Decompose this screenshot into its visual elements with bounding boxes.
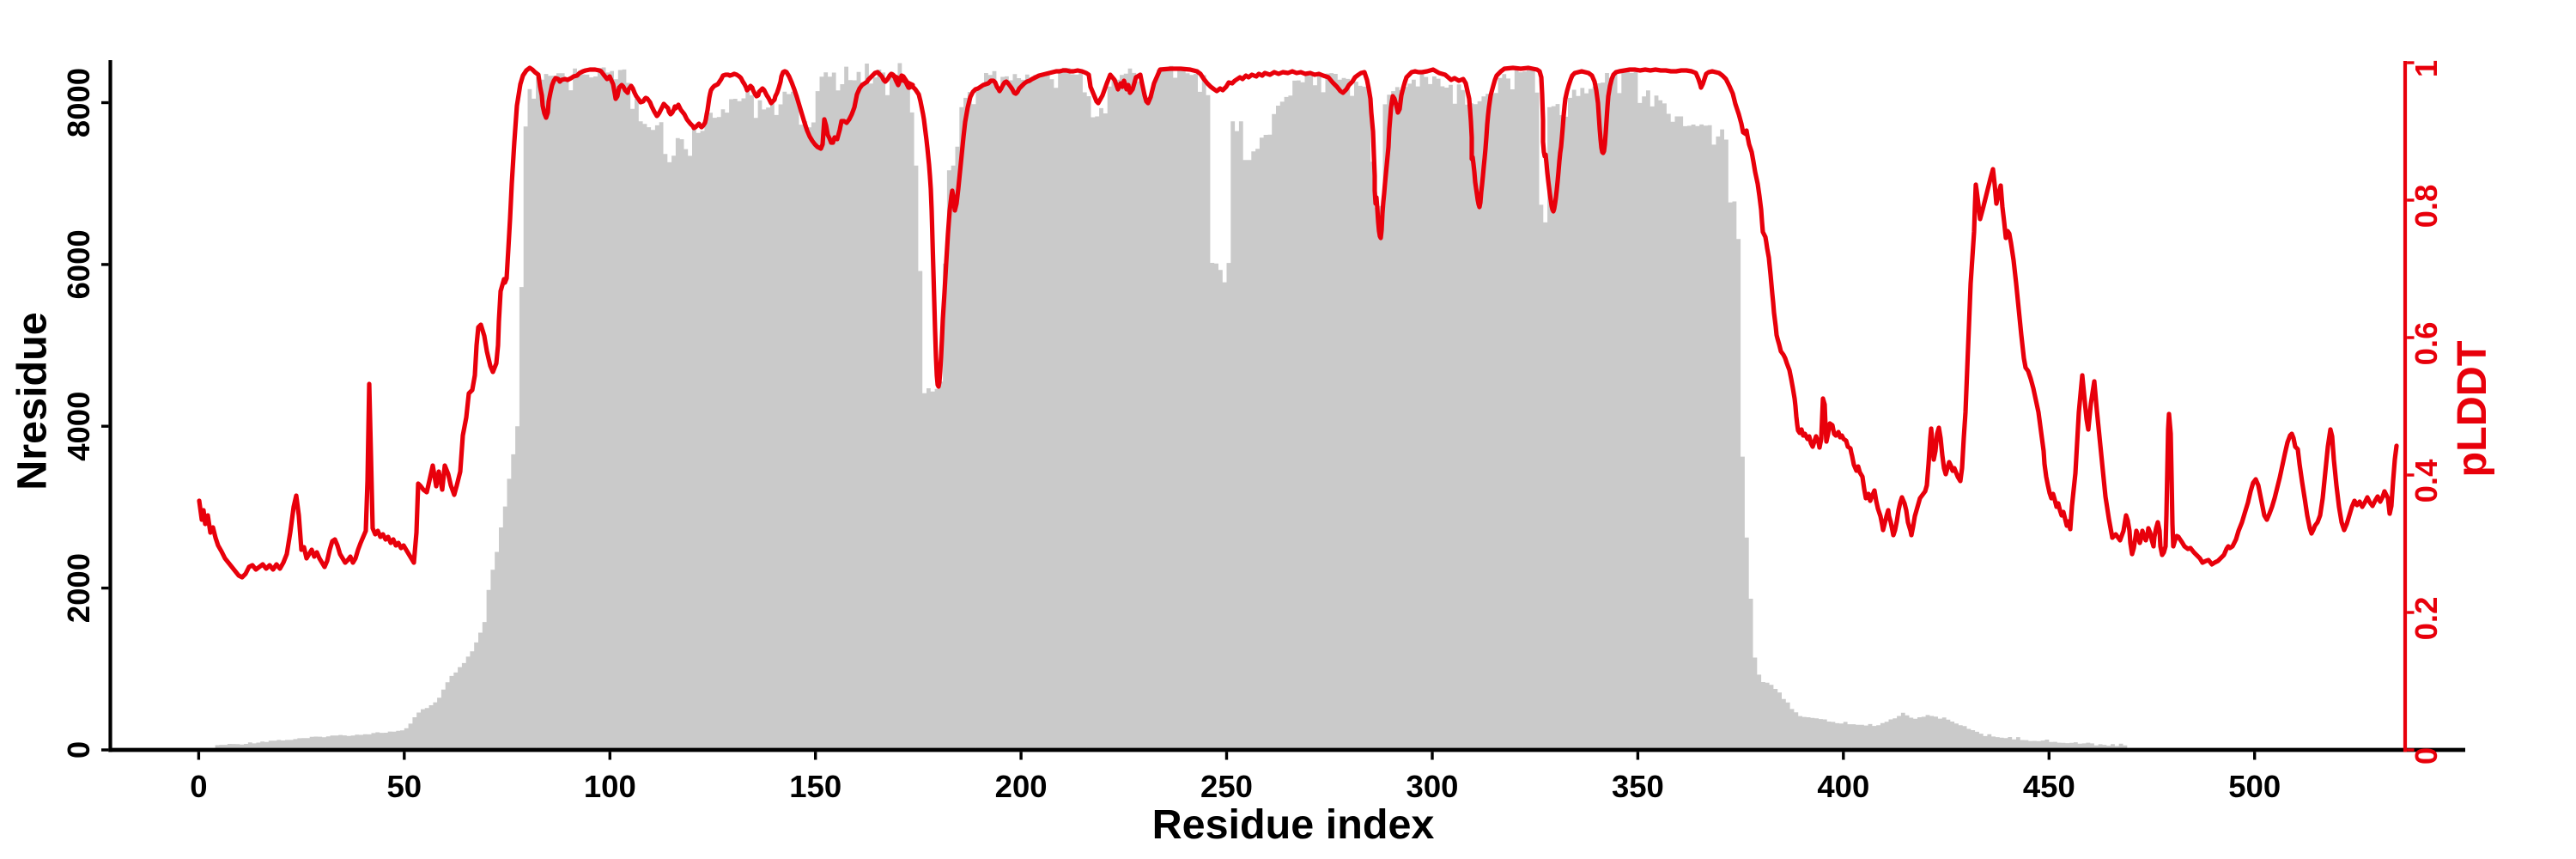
svg-text:0.6: 0.6 [2409, 322, 2444, 366]
svg-text:8000: 8000 [61, 68, 96, 137]
svg-text:450: 450 [2023, 769, 2075, 804]
svg-text:1: 1 [2409, 60, 2444, 77]
svg-text:0: 0 [190, 769, 207, 804]
svg-text:200: 200 [995, 769, 1048, 804]
svg-text:150: 150 [789, 769, 841, 804]
svg-text:500: 500 [2228, 769, 2281, 804]
svg-text:Nresidue: Nresidue [9, 312, 56, 490]
svg-text:0: 0 [61, 741, 96, 758]
svg-text:0: 0 [2409, 747, 2444, 765]
svg-text:4000: 4000 [61, 392, 96, 461]
svg-text:2000: 2000 [61, 553, 96, 623]
svg-text:50: 50 [386, 769, 422, 804]
svg-text:Residue index: Residue index [1152, 801, 1435, 848]
svg-text:pLDDT: pLDDT [2449, 340, 2495, 477]
svg-text:0.4: 0.4 [2409, 459, 2444, 503]
svg-text:0.2: 0.2 [2409, 597, 2444, 641]
svg-text:6000: 6000 [61, 229, 96, 299]
svg-text:400: 400 [1817, 769, 1869, 804]
svg-text:250: 250 [1200, 769, 1253, 804]
svg-text:100: 100 [584, 769, 636, 804]
svg-text:300: 300 [1406, 769, 1459, 804]
svg-text:350: 350 [1612, 769, 1664, 804]
svg-text:0.8: 0.8 [2409, 185, 2444, 228]
